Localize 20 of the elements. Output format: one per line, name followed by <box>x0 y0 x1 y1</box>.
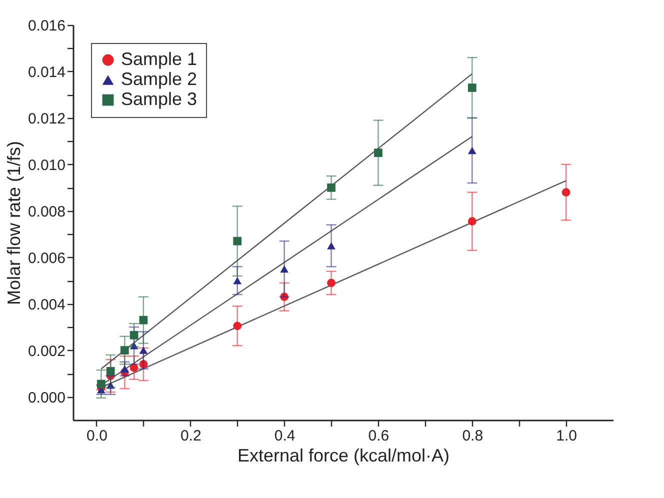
y-tick-label: 0.016 <box>28 18 66 34</box>
y-axis-title: Molar flow rate (1/fs) <box>4 140 24 306</box>
y-tick-label: 0.014 <box>28 64 66 81</box>
x-tick-label: 0.8 <box>462 428 484 444</box>
x-tick-label: 0.2 <box>180 428 202 444</box>
legend-label: Sample 3 <box>121 89 198 109</box>
x-tick-label: 0.0 <box>86 428 108 444</box>
y-tick-label: 0.012 <box>28 110 66 128</box>
x-axis-title: External force (kcal/mol·A) <box>237 446 450 466</box>
y-tick-label: 0.004 <box>28 296 66 314</box>
legend-label: Sample 2 <box>121 69 198 89</box>
y-tick-label: 0.006 <box>28 250 66 267</box>
x-tick-label: 1.0 <box>556 428 577 444</box>
y-tick-label: 0.010 <box>28 156 66 174</box>
y-tick-label: 0.008 <box>28 203 66 220</box>
x-tick-label: 0.4 <box>274 428 296 444</box>
x-tick-label: 0.6 <box>368 428 390 444</box>
legend-label: Sample 1 <box>121 49 198 69</box>
y-tick-label: 0.000 <box>28 389 66 406</box>
y-tick-label: 0.002 <box>28 342 66 360</box>
